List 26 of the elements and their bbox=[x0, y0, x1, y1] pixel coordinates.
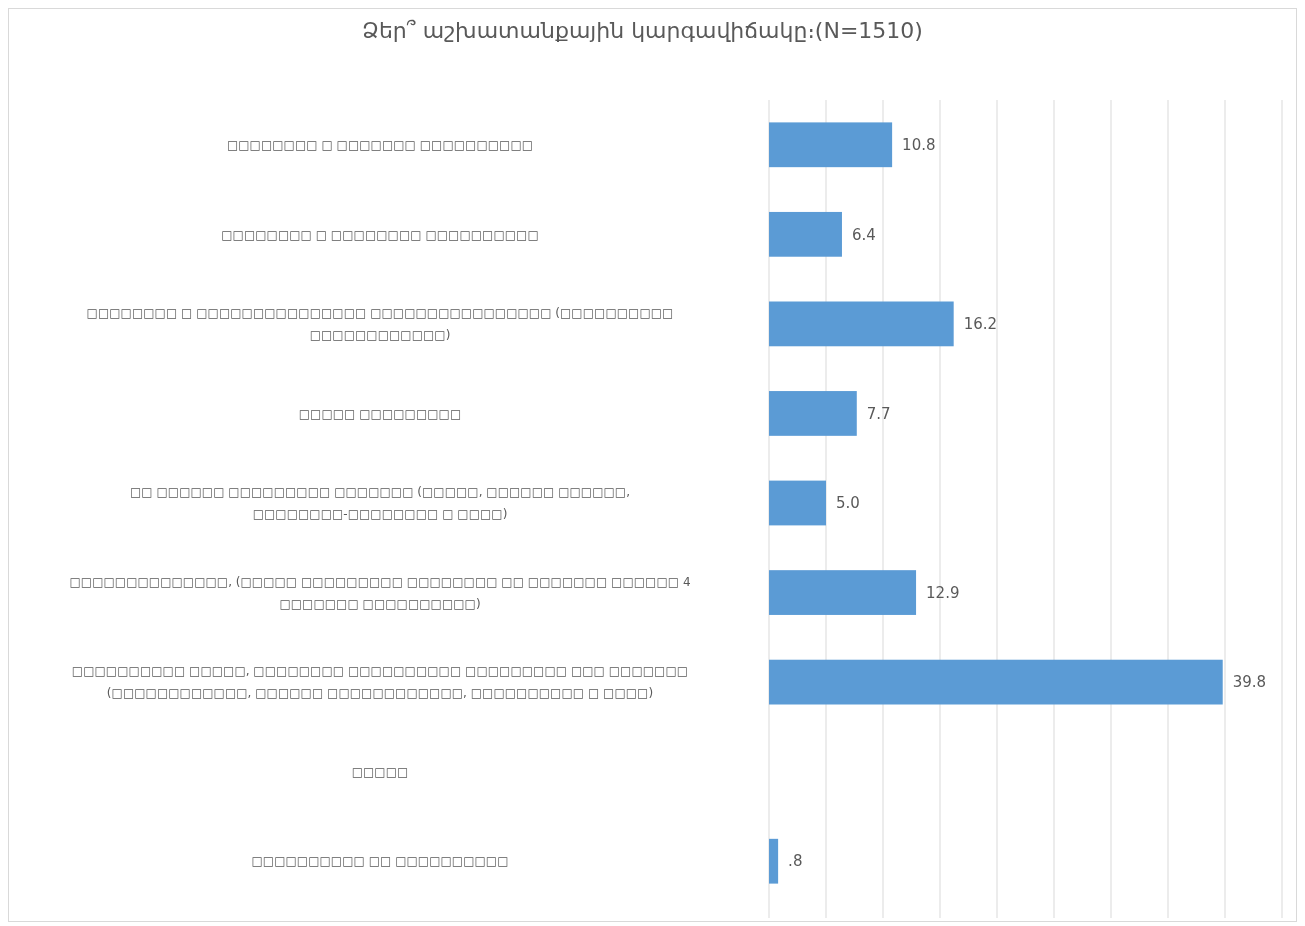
data-label: 16.2 bbox=[963, 315, 998, 334]
y-tick-label: □□□□□□□□ □ □□□□□□□ □□□□□□□□□□ bbox=[226, 137, 534, 152]
y-tick-label: □□□□□□□□□□ □□ □□□□□□□□□□ bbox=[251, 854, 509, 869]
data-label: 6.4 bbox=[851, 225, 876, 244]
data-label: .8 bbox=[788, 852, 803, 871]
bar bbox=[769, 480, 826, 526]
bar bbox=[769, 570, 917, 615]
y-tick-label: □□□□□ □□□□□□□□□ bbox=[298, 406, 462, 421]
bar bbox=[769, 122, 893, 168]
data-label: 12.9 bbox=[926, 583, 960, 602]
y-tick-label: □□□□□□□□ □ □□□□□□□□□□□□□□□ □□□□□□□□□□□□□□□□ (□□□□□□□□□□ □□□□□□□□□□□□) bbox=[86, 306, 674, 343]
data-label: 7.7 bbox=[866, 404, 891, 423]
bar bbox=[769, 659, 1223, 705]
data-label: 39.8 bbox=[1232, 673, 1267, 692]
y-tick-label: □□□□□□□□□□ □□□□□, □□□□□□□□ □□□□□□□□□□ □□□□□□□□□ □□□ □□□□□□□ (□□□□□□□□□□□□, □□□□□□ □□□□□□□□□□□□, □□□□□□□□□□ □ □□□□) bbox=[71, 664, 689, 701]
y-tick-label: □□ □□□□□□ □□□□□□□□□ □□□□□□□ (□□□□□, □□□□□□ □□□□□□, □□□□□□□□-□□□□□□□□ □ □□□□) bbox=[129, 485, 631, 522]
data-label: 10.8 bbox=[902, 136, 936, 155]
y-tick-label: □□□□□□□□□□□□□□, (□□□□□ □□□□□□□□□ □□□□□□□□ □□ □□□□□□□ □□□□□□ 4 □□□□□□□ □□□□□□□□□□) bbox=[69, 574, 691, 611]
bar bbox=[769, 838, 779, 884]
bar bbox=[769, 301, 954, 347]
y-tick-label: □□□□□□□□ □ □□□□□□□□ □□□□□□□□□□ bbox=[221, 227, 539, 242]
bar bbox=[769, 391, 857, 436]
data-label: 5.0 bbox=[836, 494, 860, 513]
bar bbox=[769, 211, 842, 257]
y-tick-label: □□□□□ bbox=[351, 764, 409, 779]
chart-title: Ձեր՞ աշխատանքային կարգավիճակը։(N=1510) bbox=[362, 18, 923, 43]
